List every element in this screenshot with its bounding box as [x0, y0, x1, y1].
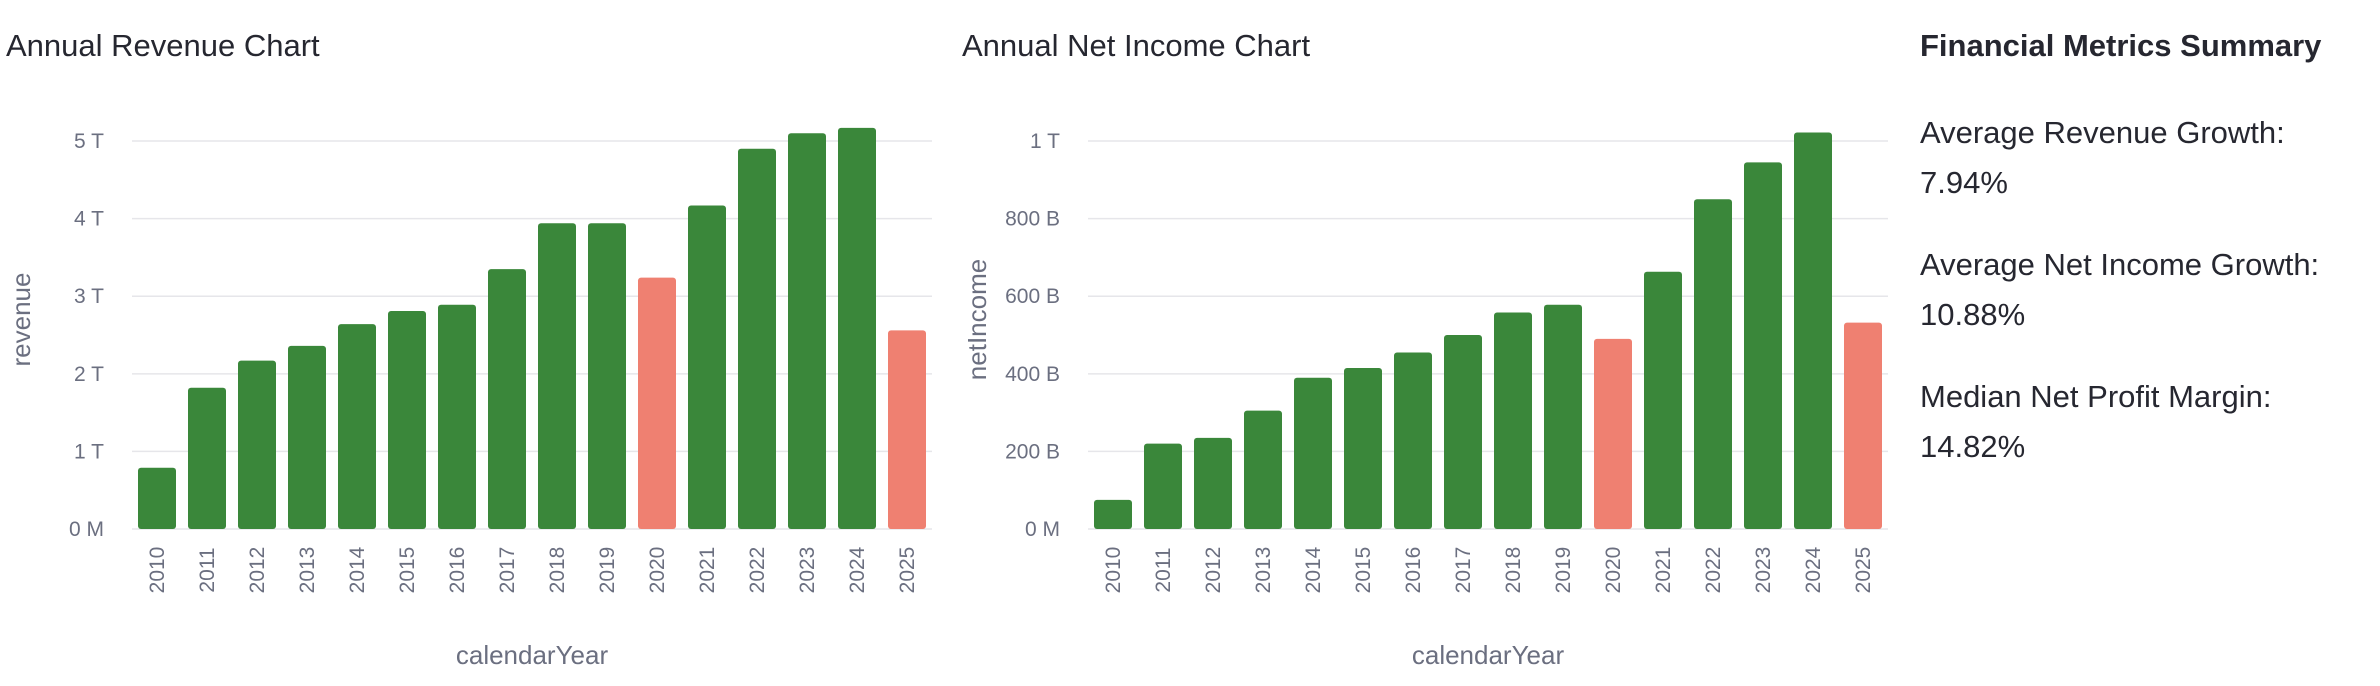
bar-2018[interactable] — [538, 223, 576, 529]
bar-2019[interactable] — [1544, 304, 1582, 529]
bar-2021[interactable] — [688, 205, 726, 529]
x-tick-label: 2015 — [396, 547, 419, 594]
y-tick-label: 600 B — [1005, 285, 1060, 308]
x-tick-label: 2016 — [446, 547, 469, 594]
revenue-chart-title: Annual Revenue Chart — [6, 28, 320, 63]
financial-metrics-summary: Financial Metrics Summary Average Revenu… — [1920, 28, 2380, 504]
x-tick-label: 2022 — [746, 547, 769, 594]
x-tick-label: 2014 — [346, 546, 369, 593]
x-tick-label: 2022 — [1702, 547, 1725, 594]
x-tick-label: 2014 — [1302, 546, 1325, 593]
bar-2025[interactable] — [1844, 322, 1882, 529]
bar-2022[interactable] — [1694, 199, 1732, 529]
y-axis-title: revenue — [6, 273, 36, 367]
bar-2018[interactable] — [1494, 312, 1532, 529]
bar-2012[interactable] — [1194, 437, 1232, 529]
x-tick-label: 2024 — [1802, 546, 1825, 593]
x-tick-label: 2011 — [1152, 547, 1175, 592]
y-tick-label: 400 B — [1005, 363, 1060, 386]
x-tick-label: 2019 — [596, 547, 619, 594]
x-tick-label: 2011 — [196, 547, 219, 592]
bar-2017[interactable] — [488, 269, 526, 529]
bar-2020[interactable] — [1594, 338, 1632, 529]
x-tick-label: 2020 — [1602, 547, 1625, 594]
x-tick-label: 2021 — [1652, 547, 1675, 594]
y-tick-label: 800 B — [1005, 208, 1060, 231]
bar-2021[interactable] — [1644, 271, 1682, 529]
x-tick-label: 2025 — [1852, 547, 1875, 594]
metric-net-profit-margin: Median Net Profit Margin: 14.82% — [1920, 379, 2272, 464]
bar-2016[interactable] — [1394, 352, 1432, 529]
x-tick-label: 2024 — [846, 546, 869, 593]
bar-2024[interactable] — [838, 127, 876, 529]
bar-2022[interactable] — [738, 148, 776, 529]
x-tick-label: 2015 — [1352, 547, 1375, 594]
bar-2023[interactable] — [1744, 162, 1782, 529]
y-tick-label: 1 T — [74, 440, 104, 463]
bar-2016[interactable] — [438, 304, 476, 529]
x-tick-label: 2020 — [646, 547, 669, 594]
y-tick-label: 3 T — [74, 285, 104, 308]
x-tick-label: 2021 — [696, 547, 719, 594]
x-tick-label: 2012 — [246, 547, 269, 594]
net-income-chart: 0 M 200 B 400 B 600 B 800 B 1 T 2010 2011 2012 20… — [962, 130, 1888, 670]
bar-2014[interactable] — [338, 324, 376, 529]
bar-2010[interactable] — [138, 467, 176, 529]
x-tick-label: 2025 — [896, 547, 919, 594]
x-tick-label: 2018 — [546, 547, 569, 594]
y-tick-label: 1 T — [1030, 130, 1060, 153]
x-tick-label: 2019 — [1552, 547, 1575, 594]
y-tick-label: 0 M — [69, 518, 104, 541]
bar-2013[interactable] — [1244, 410, 1282, 529]
x-tick-label: 2010 — [146, 547, 169, 594]
x-axis-title: calendarYear — [456, 640, 609, 670]
y-tick-label: 200 B — [1005, 440, 1060, 463]
summary-title: Financial Metrics Summary — [1920, 28, 2322, 63]
metric-revenue-growth: Average Revenue Growth: 7.94% — [1920, 115, 2285, 200]
bar-2013[interactable] — [288, 345, 326, 529]
bar-2025[interactable] — [888, 330, 926, 529]
bar-2023[interactable] — [788, 133, 826, 529]
y-tick-label: 0 M — [1025, 518, 1060, 541]
x-axis-title: calendarYear — [1412, 640, 1565, 670]
bar-2011[interactable] — [1144, 443, 1182, 529]
y-axis-title: netIncome — [962, 259, 992, 380]
bar-2020[interactable] — [638, 277, 676, 529]
metric-net-income-growth: Average Net Income Growth: 10.88% — [1920, 247, 2320, 332]
x-tick-label: 2010 — [1102, 547, 1125, 594]
x-tick-label: 2013 — [296, 547, 319, 594]
bar-2024[interactable] — [1794, 132, 1832, 530]
x-tick-label: 2023 — [1752, 547, 1775, 594]
y-tick-label: 5 T — [74, 130, 104, 153]
bar-2012[interactable] — [238, 360, 276, 529]
y-tick-label: 4 T — [74, 208, 104, 231]
net-income-chart-title: Annual Net Income Chart — [962, 28, 1311, 63]
x-tick-label: 2023 — [796, 547, 819, 594]
x-tick-label: 2013 — [1252, 547, 1275, 594]
bar-2015[interactable] — [388, 310, 426, 529]
bar-2014[interactable] — [1294, 377, 1332, 529]
bar-2015[interactable] — [1344, 367, 1382, 529]
x-tick-label: 2012 — [1202, 547, 1225, 594]
x-tick-label: 2016 — [1402, 547, 1425, 594]
bar-2010[interactable] — [1094, 499, 1132, 529]
bar-2011[interactable] — [188, 387, 226, 529]
x-tick-label: 2017 — [1452, 547, 1475, 594]
bar-2019[interactable] — [588, 223, 626, 529]
y-tick-label: 2 T — [74, 363, 104, 386]
bar-2017[interactable] — [1444, 335, 1482, 529]
revenue-chart: 0 M 1 T 2 T 3 T 4 T 5 T 2010 2011 2012 2013 2014 20… — [6, 127, 932, 670]
x-tick-label: 2017 — [496, 547, 519, 594]
x-tick-label: 2018 — [1502, 547, 1525, 594]
